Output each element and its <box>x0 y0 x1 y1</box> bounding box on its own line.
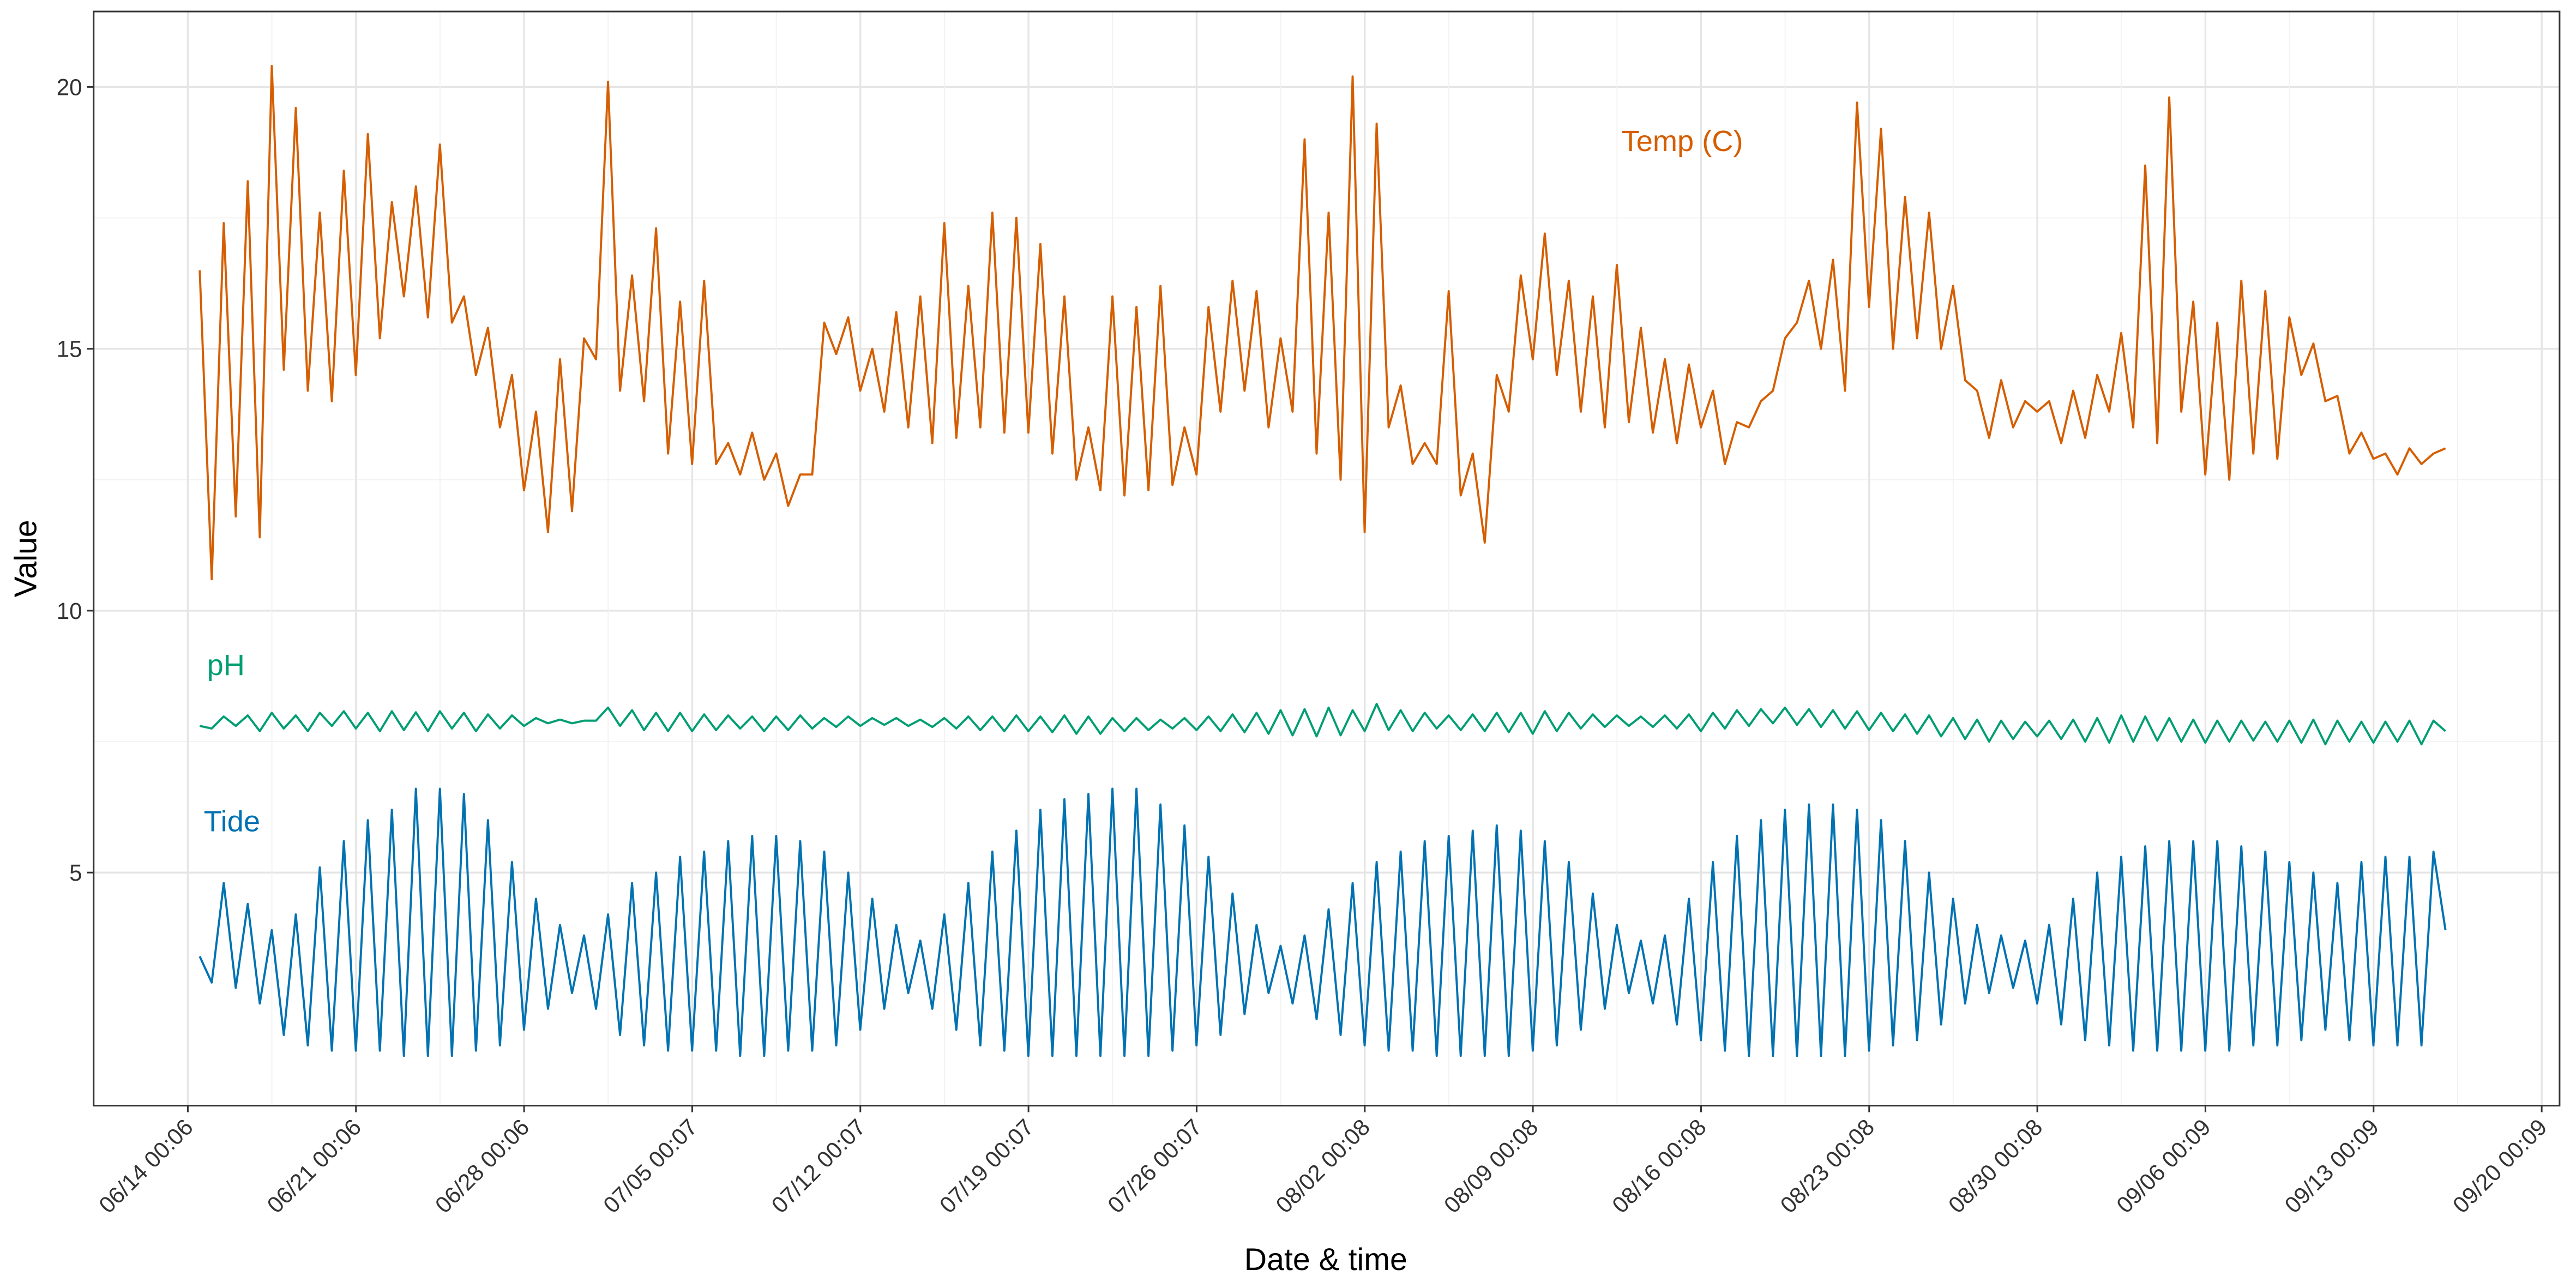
series-label: Tide <box>204 805 260 838</box>
panel-border <box>93 10 2561 1107</box>
y-tick-label: 10 <box>57 598 82 624</box>
x-axis-title: Date & time <box>1244 1242 1407 1277</box>
lines <box>198 65 2447 1057</box>
series-line <box>198 787 2447 1057</box>
series-line <box>198 65 2446 581</box>
series-label: pH <box>207 649 245 682</box>
series-line <box>199 702 2446 745</box>
y-tick-label: 15 <box>57 336 82 362</box>
y-axis-title: Value <box>8 520 43 597</box>
y-tick-label: 5 <box>69 860 82 886</box>
grid <box>93 11 2560 1106</box>
y-tick-label: 20 <box>57 74 82 100</box>
series-label: Temp (C) <box>1622 125 1743 158</box>
